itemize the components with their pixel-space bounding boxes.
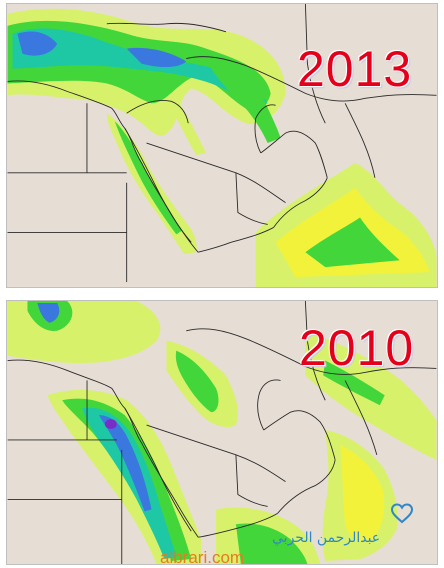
rainfall-map-2010	[7, 301, 437, 564]
precipitation-shading	[7, 8, 437, 287]
year-label-2013: 2013	[297, 41, 413, 97]
heart-icon	[391, 503, 413, 524]
watermark-author: عبدالرحمن الحربي	[272, 530, 381, 546]
precipitation-shading	[7, 301, 437, 564]
year-label-2010: 2010	[299, 320, 415, 376]
map-panel-2013	[6, 3, 438, 288]
rainfall-map-2013	[7, 4, 437, 287]
coastlines	[7, 4, 437, 283]
coastlines	[7, 301, 437, 564]
map-panel-2010	[6, 300, 438, 565]
watermark-url[interactable]: albrari.com	[160, 548, 245, 567]
